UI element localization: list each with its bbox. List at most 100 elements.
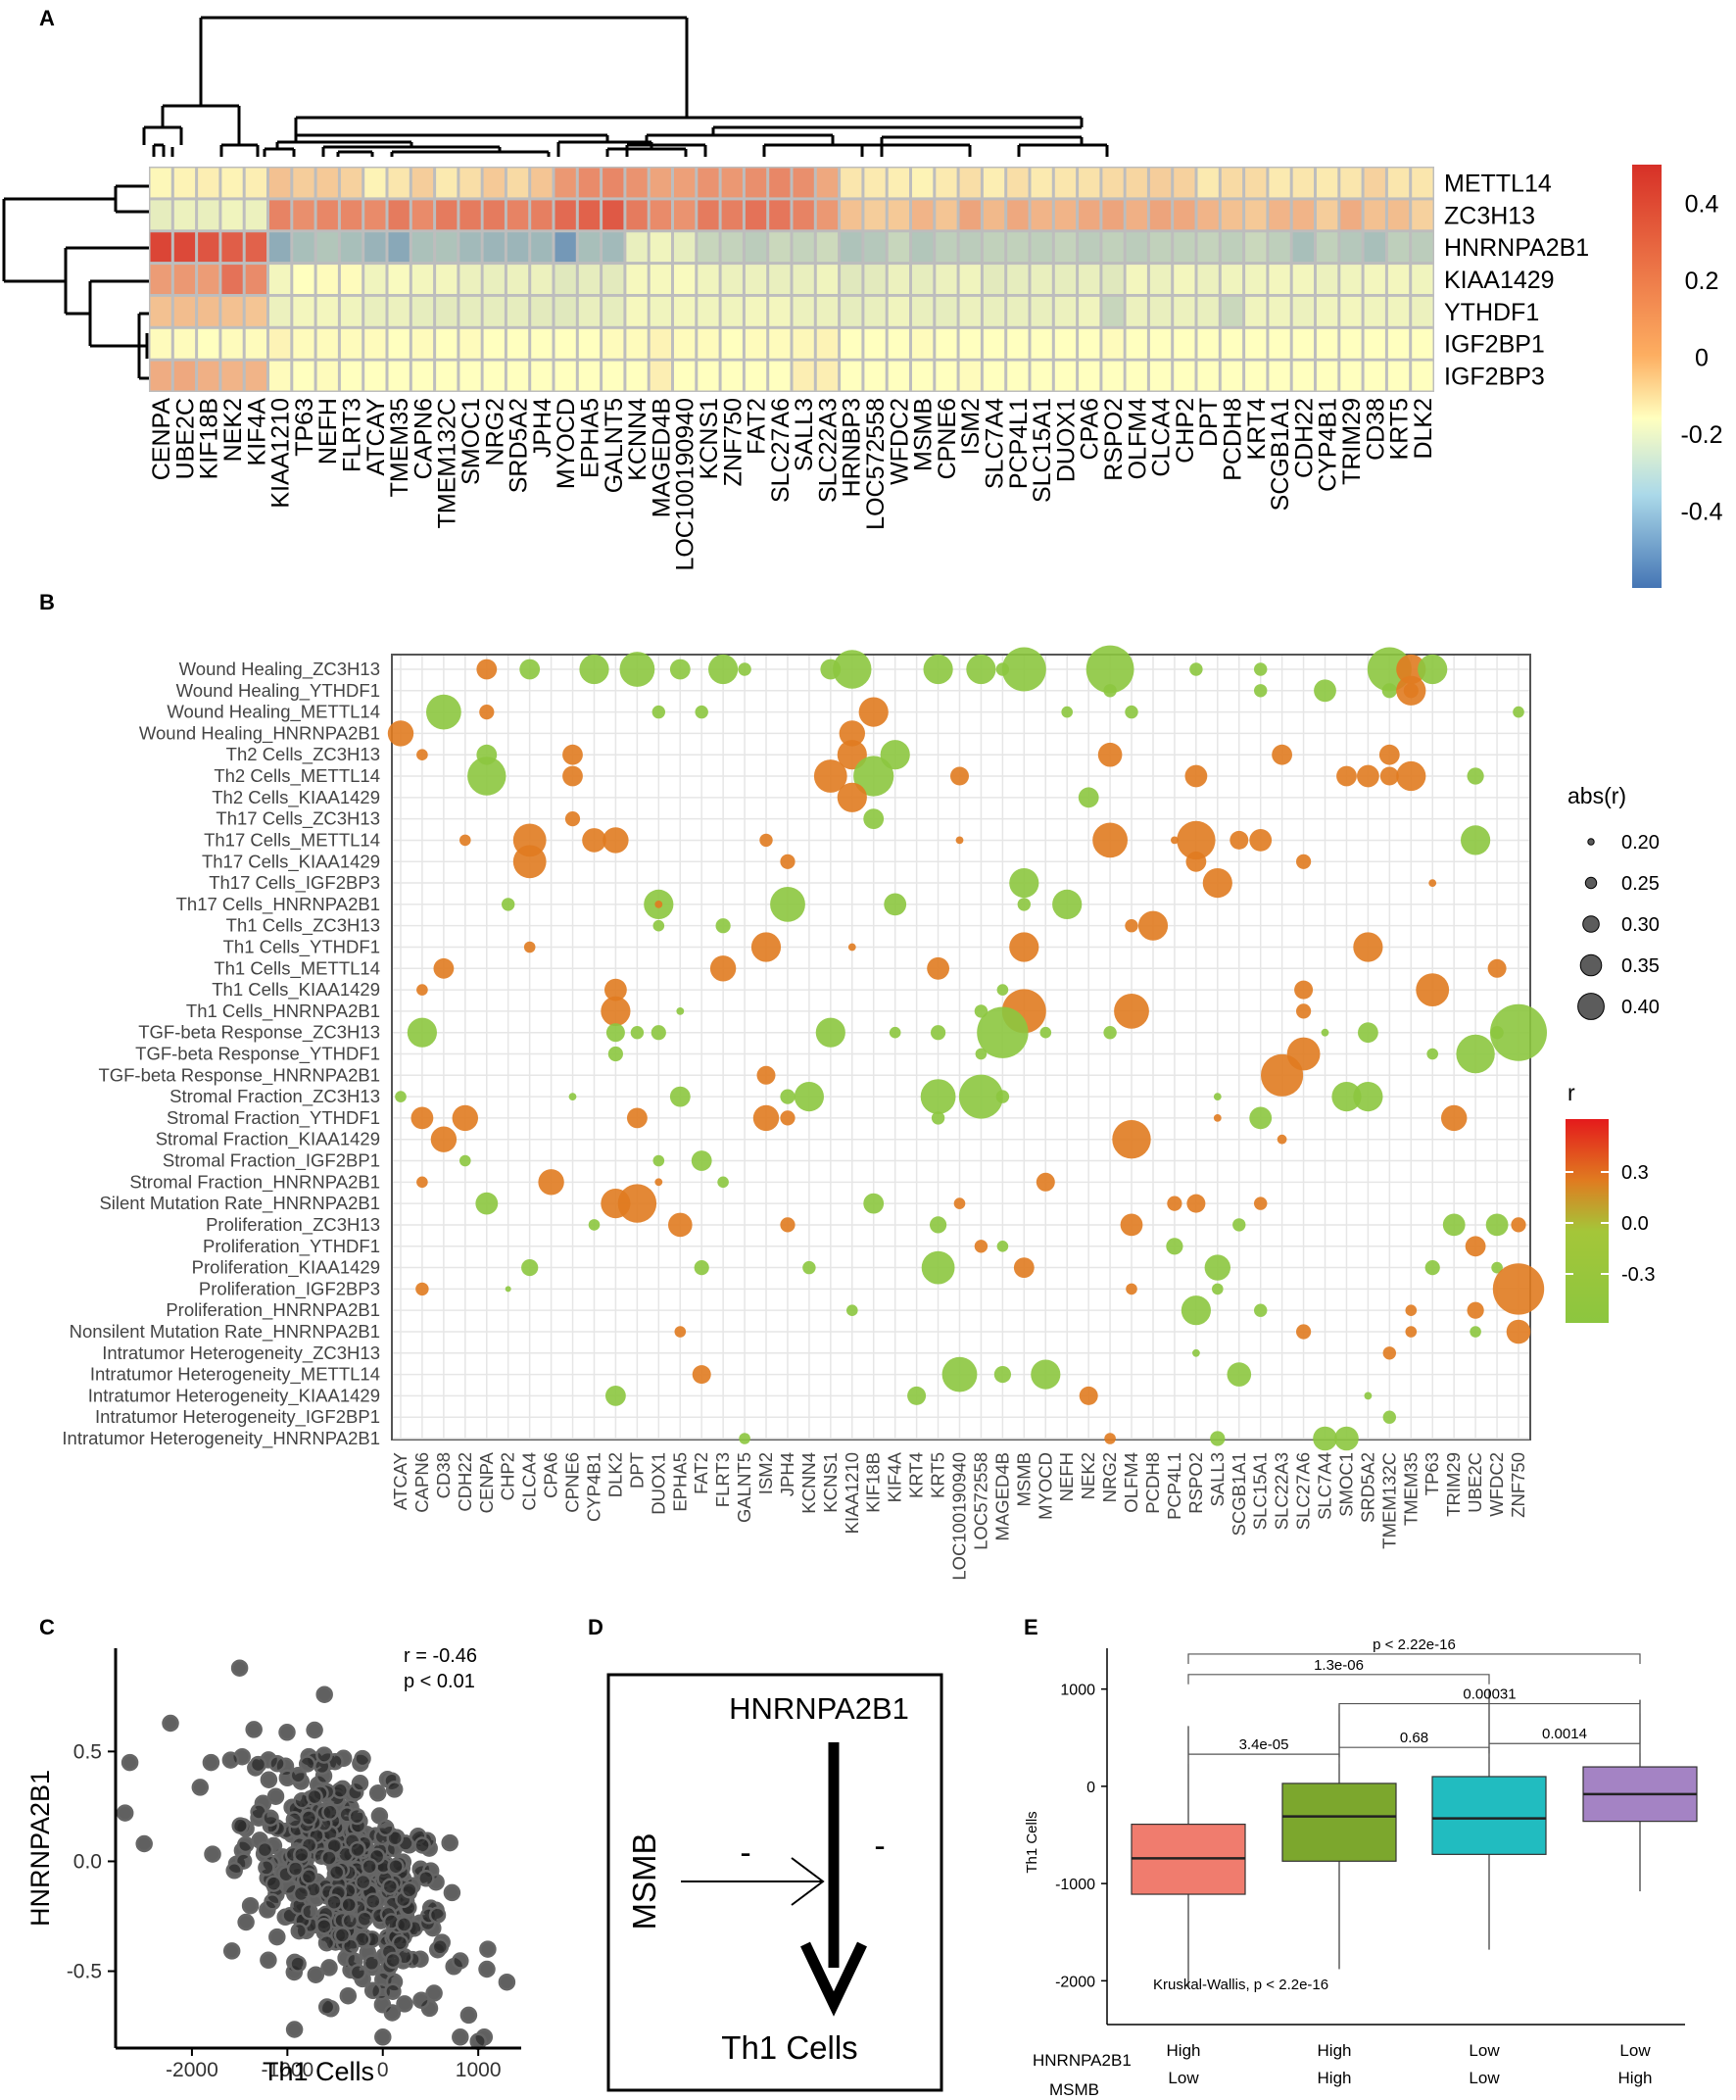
heatmap-col-label: OLFM4: [1124, 398, 1151, 479]
scatter-point: [364, 1892, 382, 1910]
scatter-point: [298, 1755, 316, 1773]
heatmap-cell: [1149, 328, 1172, 359]
heatmap-col-label: CENPA: [148, 398, 175, 481]
heatmap-cell: [841, 232, 862, 263]
heatmap-cell: [1149, 168, 1172, 198]
bubble: [604, 978, 627, 1001]
heatmap-cell: [316, 168, 338, 198]
heatmap-cell: [1054, 200, 1077, 230]
bubble-x-label: NEFH: [1056, 1452, 1077, 1501]
heatmap-cell: [1174, 168, 1195, 198]
scatter-point: [412, 1991, 430, 2009]
heatmap-cell: [1292, 265, 1314, 294]
bubble-x-label: DLK2: [604, 1452, 625, 1497]
scatter-point: [333, 1927, 352, 1944]
bubble: [759, 833, 773, 848]
scatter-point: [285, 1811, 304, 1829]
heatmap-cell: [1079, 232, 1100, 263]
heatmap-col-label: KIF18B: [196, 398, 223, 479]
bubble-x-label: NEK2: [1078, 1452, 1098, 1499]
bubble: [853, 756, 894, 797]
scatter-point: [264, 1893, 281, 1911]
heatmap-cell: [959, 232, 981, 263]
colorbar-gradient: [1632, 165, 1662, 588]
bubble: [931, 1025, 946, 1041]
heatmap-cell: [269, 200, 291, 230]
heatmap-cell: [1031, 232, 1052, 263]
comparison-p-value: p < 2.22e-16: [1373, 1636, 1456, 1653]
heatmap-cell: [1245, 361, 1267, 391]
size-legend-dot: [1577, 993, 1605, 1020]
heatmap-cell: [674, 168, 696, 198]
heatmap-cell: [1054, 361, 1077, 391]
bubble-y-label: Stromal Fraction_YTHDF1: [167, 1107, 380, 1129]
heatmap-cell: [221, 328, 243, 359]
comparison-bracket: [1187, 1753, 1340, 1765]
heatmap-cell: [1292, 168, 1314, 198]
heatmap-col-label: JPH4: [529, 398, 556, 458]
heatmap-row-label: HNRNPA2B1: [1444, 234, 1589, 262]
bubble: [459, 1154, 471, 1167]
bubble-y-label: Stromal Fraction_HNRNPA2B1: [129, 1171, 380, 1193]
heatmap-cell: [1126, 168, 1147, 198]
scatter-point: [237, 1913, 255, 1931]
heatmap-col-label: HRNBP3: [839, 398, 866, 497]
scatter-point: [452, 1952, 469, 1970]
bubble: [387, 720, 414, 747]
bubble-y-label: Th17 Cells_IGF2BP3: [209, 872, 380, 894]
x-tick-label: 0: [377, 2059, 389, 2081]
bubble-x-label: NRG2: [1099, 1452, 1120, 1502]
heatmap-cell: [1031, 168, 1052, 198]
bubble: [1379, 766, 1399, 786]
heatmap-cell: [150, 361, 171, 391]
bubble: [607, 1046, 624, 1062]
heatmap-col-labels: CENPAUBE2CKIF18BNEK2KIF4AKIAA1210TP63NEF…: [148, 398, 1437, 571]
bubble: [1254, 684, 1268, 698]
group-label-hnrnpa2b1: High: [1167, 2041, 1201, 2060]
bubble: [692, 1365, 711, 1385]
heatmap-cell: [626, 200, 648, 230]
bubble-x-label: SLC27A6: [1293, 1452, 1314, 1530]
heatmap-cell: [531, 361, 553, 391]
comparison-bracket: [1187, 1674, 1490, 1685]
bubble: [1166, 1238, 1183, 1255]
bubble: [512, 845, 547, 879]
bubble: [1513, 706, 1524, 718]
bubble-x-label: DUOX1: [648, 1452, 668, 1515]
heatmap-cell: [603, 265, 624, 294]
heatmap-cell: [173, 361, 196, 391]
heatmap-cell: [1149, 265, 1172, 294]
colorbar-tick-label: -0.2: [1680, 421, 1722, 449]
heatmap-cell: [1412, 232, 1433, 263]
bubble: [802, 1260, 816, 1275]
heatmap-cell: [411, 361, 434, 391]
y-tick-label: 0.5: [73, 1740, 102, 1763]
bubble: [756, 1065, 776, 1085]
heatmap-cell: [1412, 296, 1433, 326]
y-tick-label: 0: [1086, 1780, 1095, 1796]
bubble-x-label: FAT2: [691, 1452, 711, 1494]
heatmap-cell: [293, 168, 314, 198]
heatmap-cell: [721, 232, 743, 263]
bubble: [601, 996, 631, 1026]
heatmap-cell: [459, 328, 481, 359]
heatmap-cell: [436, 361, 458, 391]
heatmap-cell: [316, 200, 338, 230]
heatmap-background: [149, 167, 1434, 392]
heatmap-cell: [411, 200, 434, 230]
heatmap-col-label: CDH22: [1290, 398, 1318, 478]
heatmap-cell: [1317, 200, 1338, 230]
heatmap-cell: [269, 361, 291, 391]
bubble-x-label: SRD5A2: [1357, 1452, 1377, 1523]
heatmap-cell: [864, 265, 886, 294]
heatmap-cell: [936, 265, 957, 294]
heatmap-cell: [1340, 232, 1362, 263]
bubble: [1210, 1431, 1226, 1446]
heatmap-cell: [888, 296, 909, 326]
bubble: [1104, 1433, 1116, 1444]
bubble: [1103, 1026, 1117, 1040]
heatmap-cell: [1364, 168, 1385, 198]
heatmap-cell: [1079, 168, 1100, 198]
scatter-point: [268, 1928, 286, 1946]
bubble: [1249, 829, 1273, 852]
